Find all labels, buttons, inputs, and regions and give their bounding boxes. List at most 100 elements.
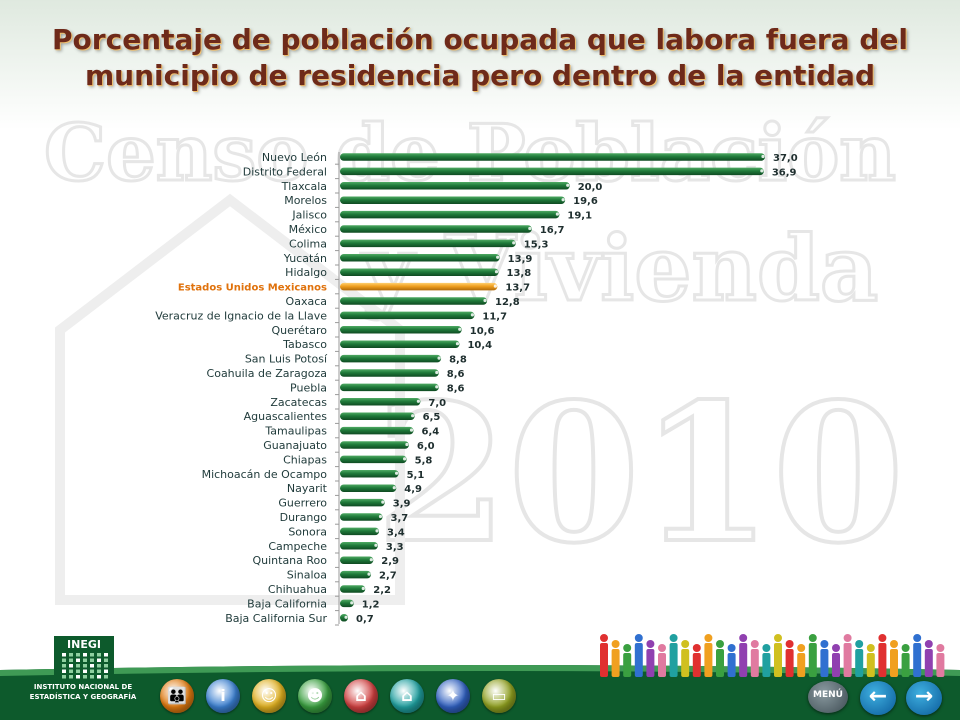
bar — [340, 383, 439, 392]
back-button[interactable]: ← — [860, 681, 896, 715]
category-label: Baja California Sur — [225, 612, 327, 625]
people-icon[interactable]: ☺ — [252, 679, 286, 713]
bar-highlight-dot — [405, 442, 409, 447]
bar — [340, 369, 439, 377]
value-label: 19,1 — [567, 211, 592, 222]
person-head — [901, 644, 910, 652]
person-head — [623, 644, 632, 652]
bar — [340, 585, 366, 593]
inegi-logo-name: INEGI — [67, 638, 101, 651]
logo-grid-cell — [83, 658, 87, 662]
logo-grid-cell — [83, 675, 87, 679]
logo-grid-cell — [104, 664, 108, 668]
value-label: 37,0 — [773, 153, 798, 164]
logo-grid-cell — [90, 653, 94, 657]
value-label: 20,0 — [578, 182, 603, 193]
logo-grid-cell — [76, 664, 80, 668]
value-label: 1,2 — [362, 599, 380, 610]
house-icon[interactable]: ⌂ — [344, 679, 378, 713]
person-head — [704, 634, 713, 642]
bar — [340, 484, 397, 492]
value-label: 7,0 — [428, 398, 446, 409]
person-head — [669, 634, 678, 642]
value-label: 16,7 — [540, 225, 565, 236]
person-body — [843, 643, 852, 677]
logo-grid-cell — [83, 653, 87, 657]
category-label: Veracruz de Ignacio de la Llave — [155, 309, 327, 322]
value-label: 8,6 — [447, 369, 465, 380]
logo-grid-cell — [90, 664, 94, 668]
logo-grid-cell — [76, 658, 80, 662]
menu-button[interactable]: MENÚ — [808, 681, 848, 713]
person-body — [623, 653, 632, 677]
person-body — [762, 653, 771, 677]
person-head — [681, 640, 690, 648]
arrow-left-icon: ← — [868, 684, 888, 709]
group-icon[interactable]: ☻ — [298, 679, 332, 713]
house-icon-glyph: ⌂ — [355, 686, 367, 705]
value-label: 10,6 — [470, 326, 495, 337]
dwelling-icon[interactable]: ⌂ — [390, 679, 424, 713]
person-body — [739, 643, 748, 677]
logo-grid-cell — [97, 669, 101, 673]
person-head — [936, 644, 945, 652]
logo-grid-cell — [76, 669, 80, 673]
value-label: 3,3 — [386, 542, 404, 553]
category-label: Chiapas — [283, 453, 327, 466]
menu-button-label: MENÚ — [813, 690, 843, 700]
bar-highlight-dot — [494, 270, 499, 274]
forward-button[interactable]: → — [906, 681, 942, 715]
bar-highlight-dot — [350, 601, 354, 605]
value-label: 36,9 — [772, 167, 797, 178]
bar — [340, 426, 414, 435]
category-label: Coahuila de Zaragoza — [207, 367, 327, 380]
person-body — [646, 649, 655, 677]
person-body — [704, 643, 713, 677]
bars — [340, 153, 765, 622]
person-body — [681, 649, 690, 677]
bar — [340, 326, 462, 334]
services-icon[interactable]: ✦ — [436, 679, 470, 713]
person-head — [774, 634, 782, 642]
arrow-right-icon: → — [914, 684, 934, 709]
bar-highlight — [340, 282, 498, 291]
person-head — [913, 634, 922, 642]
population-icon[interactable]: 👪 — [160, 679, 194, 713]
inegi-logo[interactable]: INEGI — [40, 628, 130, 720]
logo-grid-cell — [69, 658, 73, 662]
bar-highlight-dot — [416, 399, 421, 403]
person-head — [750, 640, 759, 648]
person-head — [646, 640, 655, 648]
category-label: Morelos — [284, 194, 327, 207]
value-label: 8,6 — [447, 383, 465, 394]
value-label: 12,8 — [495, 297, 520, 308]
person-body — [727, 653, 736, 677]
value-label: 2,2 — [373, 585, 391, 596]
person-body — [924, 649, 933, 677]
bar — [340, 254, 500, 262]
value-label: 3,4 — [387, 527, 405, 538]
category-label: Sonora — [288, 525, 327, 538]
bar-highlight-dot — [409, 428, 414, 432]
logo-grid-cell — [62, 664, 66, 668]
document-icon[interactable]: ▭ — [482, 679, 516, 713]
value-label: 19,6 — [573, 196, 598, 207]
category-label: Yucatán — [283, 252, 327, 265]
person-head — [820, 640, 829, 648]
bar-highlight-dot — [496, 255, 500, 259]
person-body — [692, 653, 701, 677]
services-icon-glyph: ✦ — [446, 686, 460, 705]
bar-highlight-dot — [367, 572, 371, 576]
logo-grid-cell — [76, 675, 80, 679]
bar — [340, 455, 407, 464]
value-label: 0,7 — [356, 614, 374, 625]
person-body — [878, 643, 887, 677]
category-label: Guanajuato — [263, 439, 327, 452]
info-icon[interactable]: i — [206, 679, 240, 713]
bar-highlight-dot — [411, 414, 415, 418]
value-label: 6,0 — [417, 441, 435, 452]
category-label: Quintana Roo — [252, 554, 327, 567]
person-head — [611, 640, 620, 648]
logo-grid-cell — [104, 653, 108, 657]
bar-highlight-dot — [437, 356, 441, 360]
